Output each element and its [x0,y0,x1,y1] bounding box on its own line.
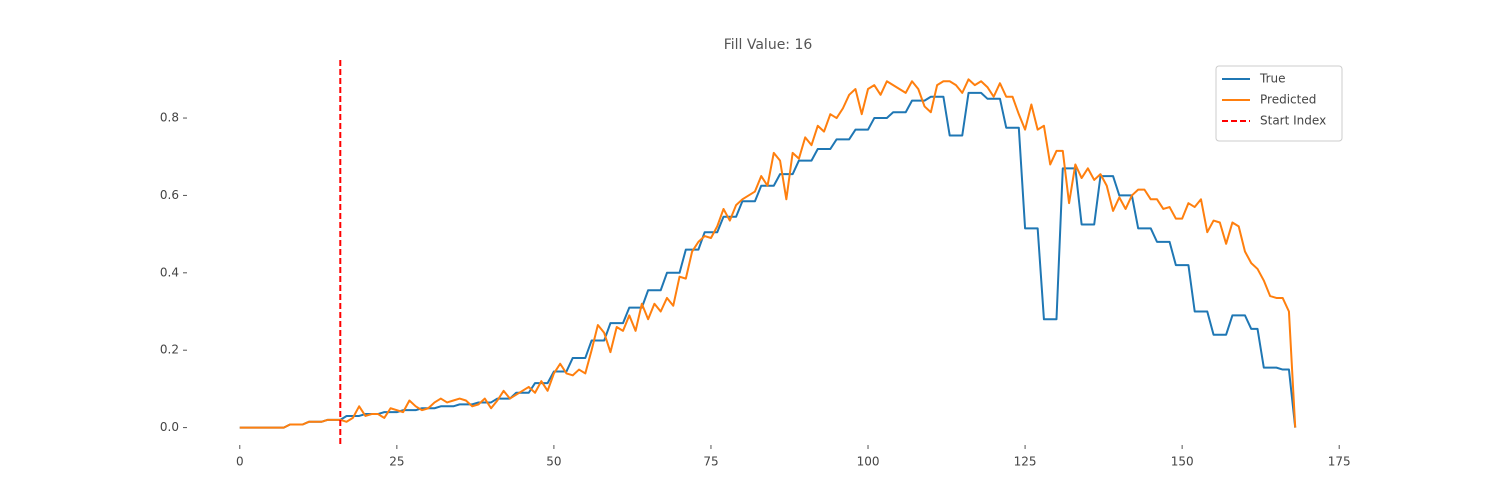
legend-label: Predicted [1260,93,1316,107]
chart-title: Fill Value: 16 [724,37,813,53]
x-tick-label: 150 [1171,455,1194,469]
legend: True Predicted Start Index [1215,65,1343,142]
y-tick-label: 0.8 [160,111,179,125]
x-tick-label: 100 [857,455,880,469]
x-tick-label: 25 [389,455,404,469]
x-tick-label: 125 [1014,455,1037,469]
legend-box [1215,65,1343,142]
y-tick-label: 0.2 [160,343,179,357]
y-tick-label: 0.6 [160,188,179,202]
series-line [239,78,1297,429]
x-tick-label: 175 [1328,455,1351,469]
x-tick-label: 50 [546,455,561,469]
series-line [239,91,1297,429]
legend-label: True [1259,72,1286,86]
y-tick-label: 0.0 [160,420,179,434]
legend-label: Start Index [1260,114,1326,128]
x-tick-label: 75 [703,455,718,469]
y-tick-label: 0.4 [160,265,179,279]
x-tick-label: 0 [236,455,244,469]
